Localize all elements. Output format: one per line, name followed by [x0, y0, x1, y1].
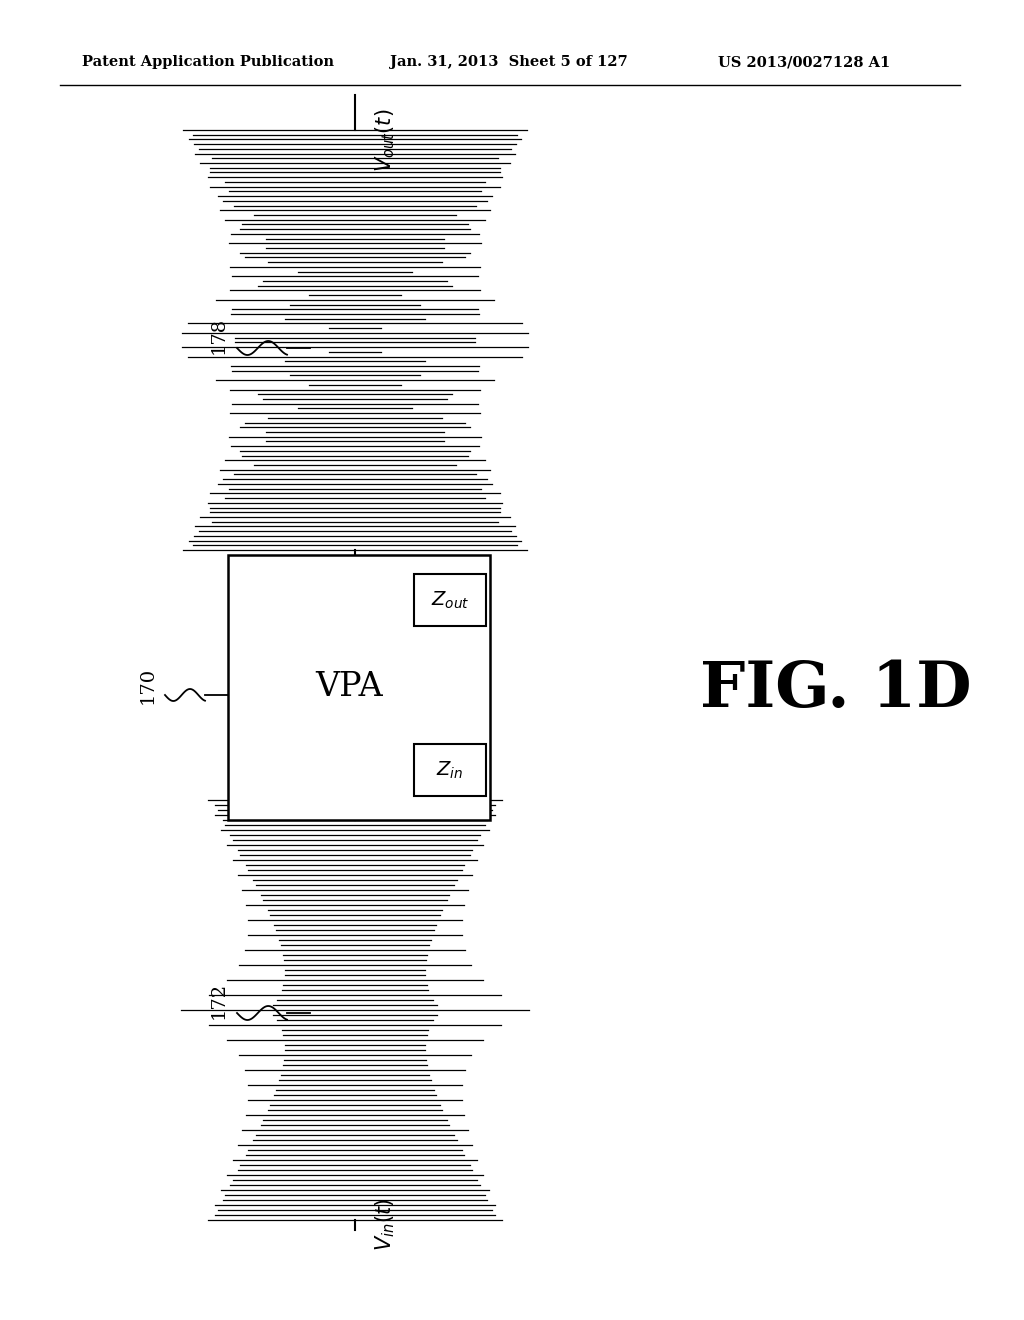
Bar — [228, 554, 490, 820]
Text: $V_{out}(t)$: $V_{out}(t)$ — [373, 108, 397, 172]
Text: 178: 178 — [210, 317, 228, 354]
Text: $V_{in}(t)$: $V_{in}(t)$ — [373, 1199, 397, 1251]
Text: 170: 170 — [139, 667, 157, 704]
Text: 174: 174 — [262, 763, 280, 800]
Text: Jan. 31, 2013  Sheet 5 of 127: Jan. 31, 2013 Sheet 5 of 127 — [390, 55, 628, 69]
Text: 176: 176 — [262, 597, 280, 634]
Text: FIG. 1D: FIG. 1D — [700, 660, 972, 721]
Bar — [414, 574, 486, 626]
Text: 172: 172 — [210, 982, 228, 1019]
Text: $Z_{in}$: $Z_{in}$ — [436, 759, 464, 780]
Text: $Z_{out}$: $Z_{out}$ — [431, 589, 469, 611]
Bar — [414, 744, 486, 796]
Text: Patent Application Publication: Patent Application Publication — [82, 55, 334, 69]
Text: VPA: VPA — [315, 672, 383, 704]
Text: US 2013/0027128 A1: US 2013/0027128 A1 — [718, 55, 890, 69]
